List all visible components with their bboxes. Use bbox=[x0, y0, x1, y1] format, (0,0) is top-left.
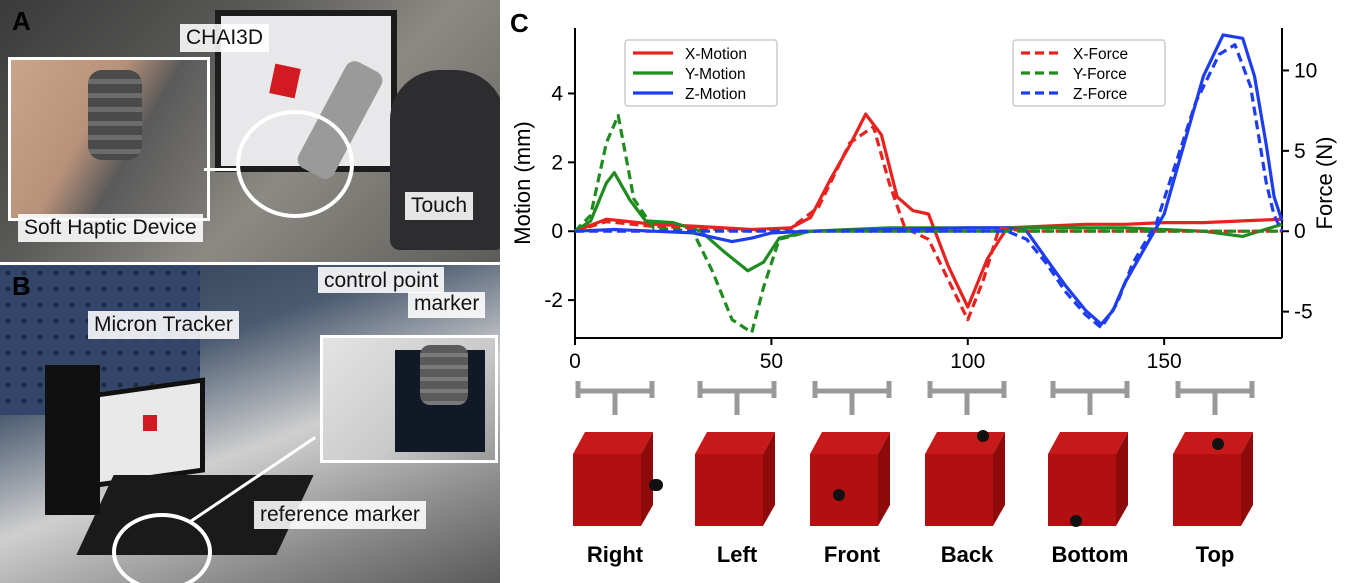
pegboard bbox=[0, 265, 200, 415]
label-marker: marker bbox=[408, 292, 486, 319]
x-tick-label: 0 bbox=[569, 350, 581, 373]
cube-side-face bbox=[763, 432, 775, 526]
cube-side-face bbox=[641, 432, 653, 526]
soft-device-inset bbox=[88, 70, 142, 160]
panel-letter-c: C bbox=[510, 8, 529, 38]
cube-side-face bbox=[878, 432, 890, 526]
cube-top-face bbox=[1048, 432, 1128, 454]
segment-label-left: Left bbox=[717, 542, 758, 567]
connector-line bbox=[204, 168, 238, 171]
cube-side-face bbox=[1241, 432, 1253, 526]
label-micron-tracker: Micron Tracker bbox=[88, 311, 239, 340]
cube-front-face bbox=[810, 454, 878, 526]
contact-point-marker bbox=[1070, 515, 1082, 527]
y-left-tick-label: 2 bbox=[551, 151, 563, 174]
legend-label: X-Motion bbox=[685, 46, 747, 63]
segment-label-right: Right bbox=[587, 542, 644, 567]
series-z-force bbox=[575, 43, 1284, 330]
segment-label-front: Front bbox=[824, 542, 881, 567]
highlight-circle bbox=[236, 110, 354, 218]
panel-letter-a: A bbox=[12, 6, 31, 36]
cube-front-face bbox=[695, 454, 763, 526]
bracket-left bbox=[697, 381, 777, 415]
highlight-circle-b bbox=[112, 513, 212, 583]
y-axis-left-label: Motion (mm) bbox=[510, 121, 535, 244]
cube-side-face bbox=[993, 432, 1005, 526]
label-control-point: control point bbox=[318, 267, 445, 294]
bracket-top bbox=[1175, 381, 1255, 415]
bracket-front bbox=[812, 381, 892, 415]
touch-device bbox=[390, 70, 500, 250]
series-x-motion bbox=[574, 112, 1283, 309]
y-right-tick-label: -5 bbox=[1294, 301, 1313, 324]
y-axis-right-label: Force (N) bbox=[1312, 137, 1337, 230]
photo-panel-a: A CHAI3D Soft Haptic Device Touch bbox=[0, 0, 500, 262]
legend-label: Z-Motion bbox=[685, 86, 746, 103]
legend-label: Y-Force bbox=[1073, 66, 1127, 83]
label-reference-marker: reference marker bbox=[254, 501, 426, 530]
legend-label: Z-Force bbox=[1073, 86, 1127, 103]
legend-label: X-Force bbox=[1073, 46, 1128, 63]
x-tick-label: 50 bbox=[760, 350, 783, 373]
segment-label-top: Top bbox=[1196, 542, 1235, 567]
dark-monitor bbox=[45, 365, 100, 515]
y-right-tick-label: 0 bbox=[1294, 220, 1306, 243]
laptop-screen bbox=[95, 377, 205, 488]
x-tick-label: 150 bbox=[1147, 350, 1182, 373]
chart-axes: 0 50 100 150 -2 0 2 4 -5 0 5 10 Motion (mm) Force (N) bbox=[510, 28, 1337, 373]
contact-point-marker bbox=[1212, 438, 1224, 450]
segment-brackets bbox=[575, 381, 1255, 415]
y-left-tick-label: 0 bbox=[551, 220, 563, 243]
contact-point-marker bbox=[833, 489, 845, 501]
y-right-tick-label: 5 bbox=[1294, 140, 1306, 163]
y-right-tick-label: 10 bbox=[1294, 59, 1317, 82]
bracket-right bbox=[575, 381, 655, 415]
contact-point-marker bbox=[977, 430, 989, 442]
segment-label-back: Back bbox=[941, 542, 994, 567]
cube-front-face bbox=[1048, 454, 1116, 526]
cube-front-face bbox=[573, 454, 641, 526]
cube-top-face bbox=[925, 432, 1005, 454]
legend-label: Y-Motion bbox=[685, 66, 746, 83]
series-x-force bbox=[574, 125, 1282, 322]
legend-motion: X-Motion Y-Motion Z-Motion bbox=[624, 39, 778, 107]
chart-series bbox=[573, 33, 1284, 335]
y-left-tick-label: 4 bbox=[551, 82, 563, 105]
photo-panel-b: B Micron Tracker control point marker re… bbox=[0, 265, 500, 583]
bracket-bottom bbox=[1050, 381, 1130, 415]
series-y-force bbox=[573, 113, 1282, 335]
cube-side-face bbox=[1116, 432, 1128, 526]
legend-frame bbox=[624, 39, 778, 107]
motion-force-chart: C 0 50 100 150 -2 0 2 4 -5 0 5 10 Motion (mm) Force (… bbox=[510, 8, 1337, 567]
bracket-back bbox=[927, 381, 1007, 415]
label-chai3d: CHAI3D bbox=[180, 24, 270, 53]
label-touch: Touch bbox=[405, 192, 474, 221]
y-left-tick-label: -2 bbox=[544, 289, 563, 312]
segment-label-bottom: Bottom bbox=[1052, 542, 1129, 567]
series-z-motion bbox=[574, 33, 1284, 326]
x-tick-label: 100 bbox=[950, 350, 985, 373]
legend-frame bbox=[1012, 39, 1166, 107]
contact-point-marker bbox=[649, 479, 661, 491]
legend-force: X-Force Y-Force Z-Force bbox=[1012, 39, 1166, 107]
cube-front-face bbox=[925, 454, 993, 526]
label-soft-haptic-device: Soft Haptic Device bbox=[18, 214, 203, 243]
cube-top-face bbox=[695, 432, 775, 454]
soft-device-inset-b bbox=[420, 345, 468, 405]
cube-top-face bbox=[810, 432, 890, 454]
series-y-motion bbox=[574, 171, 1283, 273]
cube-front-face bbox=[1173, 454, 1241, 526]
cube-top-face bbox=[573, 432, 653, 454]
laptop-cube-icon bbox=[143, 415, 157, 431]
panel-letter-b: B bbox=[12, 271, 31, 301]
cube-illustrations: Right Left Front Back Bottom Top bbox=[573, 430, 1253, 567]
